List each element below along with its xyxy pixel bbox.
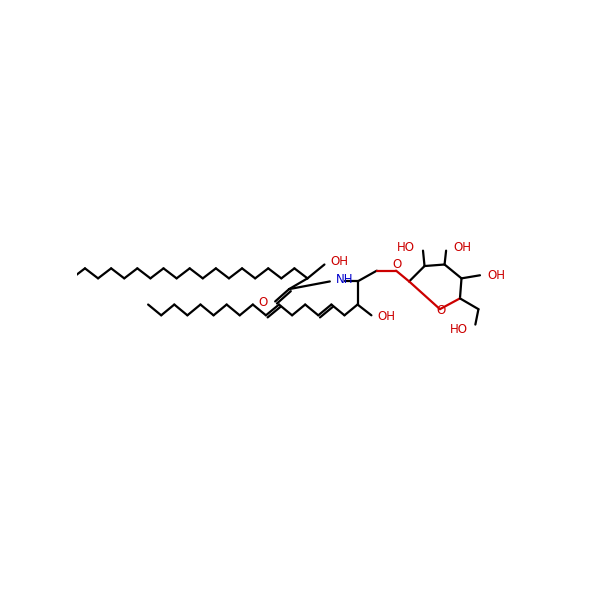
Text: OH: OH: [331, 255, 349, 268]
Text: OH: OH: [377, 310, 395, 323]
Text: NH: NH: [336, 272, 353, 286]
Text: HO: HO: [449, 323, 467, 335]
Text: HO: HO: [397, 241, 415, 254]
Text: O: O: [437, 304, 446, 317]
Text: OH: OH: [454, 241, 472, 254]
Text: OH: OH: [487, 269, 505, 282]
Text: O: O: [258, 296, 268, 310]
Text: O: O: [392, 258, 401, 271]
